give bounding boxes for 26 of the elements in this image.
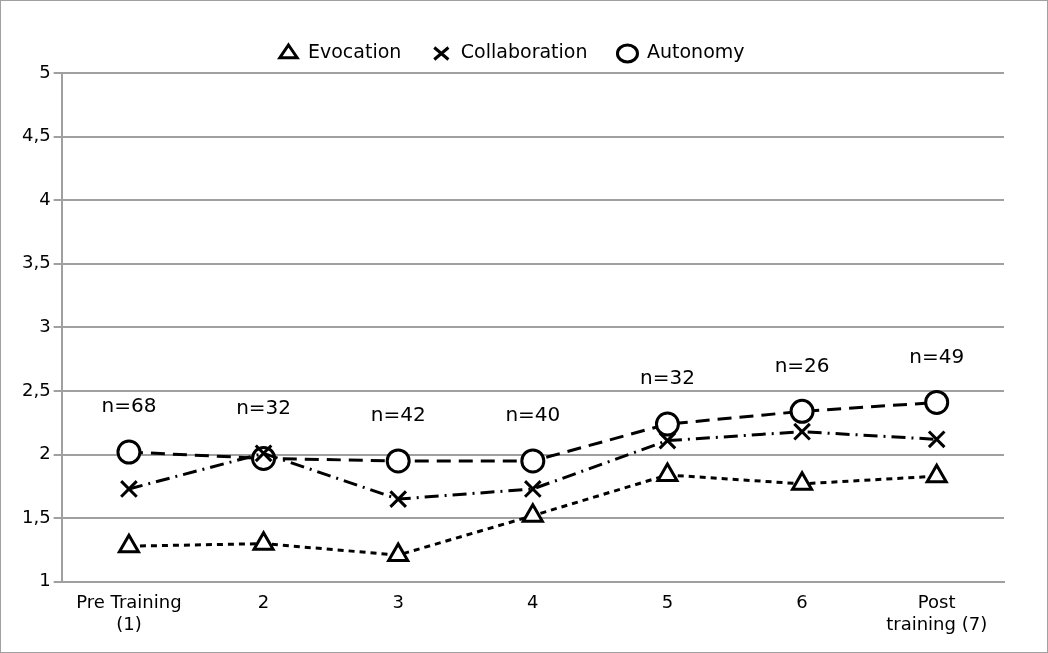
annotation: n=68 — [101, 393, 157, 418]
x-tick-label: 6 — [796, 591, 808, 613]
y-tick-label: 1 — [39, 569, 51, 591]
annotation: n=42 — [370, 402, 426, 427]
legend-label: Collaboration — [460, 40, 588, 63]
annotation: n=40 — [505, 402, 561, 427]
y-tick-label: 1,5 — [21, 505, 51, 527]
legend-label: Autonomy — [646, 40, 745, 63]
y-tick-label: 4,5 — [21, 124, 51, 146]
annotation: n=32 — [236, 394, 292, 419]
y-tick-label: 2,5 — [21, 378, 51, 400]
x-tick-label: 5 — [661, 591, 674, 613]
legend-label: Evocation — [307, 40, 402, 63]
y-tick-label: 5 — [39, 60, 51, 82]
x-tick-label: Pre Training (1) — [76, 591, 182, 634]
x-tick-label: Post training (7) — [886, 591, 988, 634]
x-tick-label: 3 — [392, 591, 404, 613]
annotation: n=26 — [774, 352, 830, 377]
y-tick-label: 2 — [39, 442, 51, 464]
annotation: n=32 — [639, 365, 695, 390]
x-tick-label: 4 — [527, 591, 539, 613]
y-tick-label: 3,5 — [21, 251, 51, 273]
y-tick-label: 3 — [39, 315, 51, 337]
x-tick-label: 2 — [257, 591, 270, 613]
annotation: n=49 — [909, 343, 965, 368]
y-tick-label: 4 — [39, 187, 51, 209]
